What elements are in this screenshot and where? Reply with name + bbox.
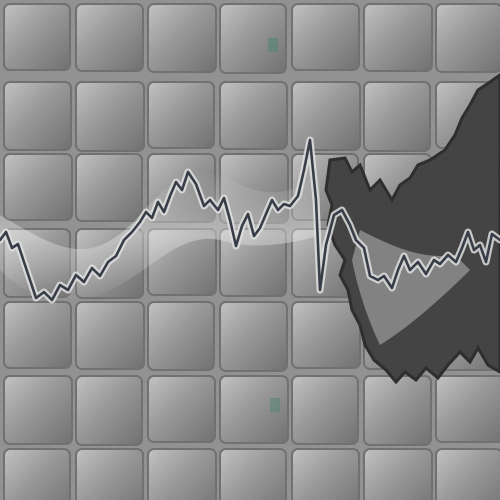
artwork-canvas: [0, 0, 500, 500]
grain-overlay: [0, 0, 500, 500]
